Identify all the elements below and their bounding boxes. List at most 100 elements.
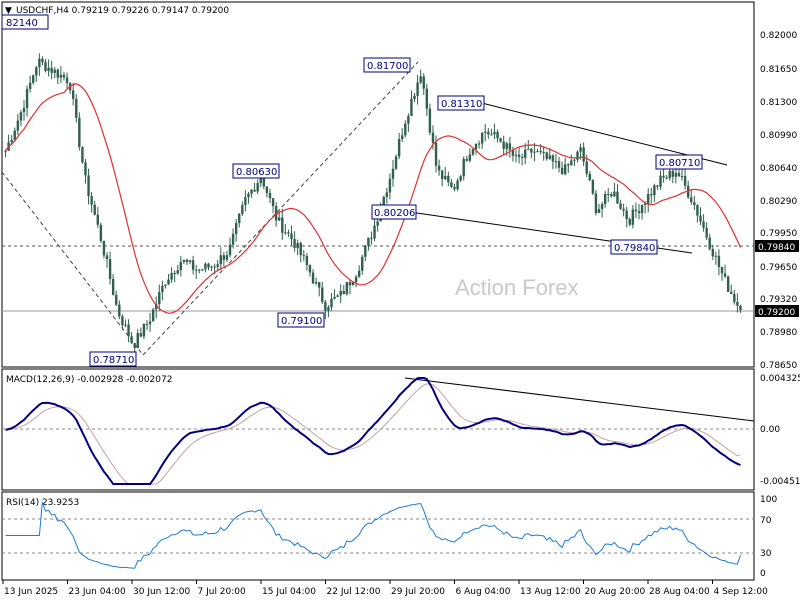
candle-body [167, 279, 170, 285]
label-78710: 0.78710 [89, 351, 137, 367]
candle-body [302, 255, 306, 257]
x-tick-label: 29 Jul 20:00 [391, 587, 445, 597]
candle-body [407, 116, 410, 124]
candle-body [447, 175, 450, 183]
candle-body [640, 204, 644, 214]
candle-body [686, 185, 690, 198]
candle-body [124, 324, 127, 326]
candle-body [158, 292, 161, 305]
candle-body [563, 164, 567, 175]
candle-body [397, 139, 401, 157]
candle-body [726, 276, 730, 292]
candle-body [520, 157, 524, 159]
label-79840: 0.79840 [610, 239, 658, 255]
candle-body [201, 269, 204, 271]
y-tick: 0.81650 [760, 65, 797, 75]
candle-body [207, 263, 210, 268]
candle-body [188, 260, 192, 263]
candle-body [219, 255, 222, 265]
candle-body [683, 176, 687, 186]
candle-body [108, 259, 112, 279]
channel-upper [469, 99, 728, 166]
x-tick-label: 23 Jun 04:00 [69, 587, 126, 597]
candle-body [401, 135, 404, 140]
candle-body [373, 225, 376, 239]
candle-body [557, 161, 561, 168]
x-tick-label: 6 Aug 04:00 [456, 587, 511, 597]
candle-body [579, 147, 582, 152]
candle-body [225, 255, 229, 260]
candle-body [16, 120, 20, 131]
y-tick: 0.79320 [760, 295, 797, 305]
candle-body [514, 154, 518, 156]
candle-body [643, 203, 647, 205]
candle-body [321, 287, 324, 302]
symbol-arrow[interactable]: ▼ [5, 6, 12, 16]
candle-body [671, 170, 675, 177]
candle-body [385, 192, 389, 197]
candle-body [739, 305, 742, 311]
y-tick: 0.80640 [760, 164, 797, 174]
candle-body [231, 233, 235, 245]
candle-body [524, 149, 527, 158]
candle-body [367, 237, 370, 246]
candle-body [305, 255, 309, 266]
main-panel-frame [1, 1, 755, 368]
candle-body [394, 156, 398, 169]
candle-body [410, 98, 413, 117]
price-tag-79200: 0.79200 [755, 305, 799, 318]
candle-body [419, 76, 422, 83]
candle-body [690, 197, 693, 203]
candle-body [327, 307, 330, 311]
candle-body [173, 272, 176, 274]
candle-body [628, 218, 631, 225]
candle-body [111, 278, 115, 295]
svg-text:82140: 82140 [6, 18, 38, 29]
candle-body [56, 69, 60, 78]
y-tick: 0.78650 [760, 361, 797, 371]
candle-body [62, 74, 66, 78]
candle-body [736, 301, 739, 306]
candle-body [241, 205, 244, 214]
candle-body [53, 69, 56, 73]
candle-body [22, 108, 26, 113]
candle-body [25, 88, 29, 109]
candle-body [71, 90, 75, 99]
candle-body [118, 304, 121, 317]
candle-body [216, 264, 219, 267]
candle-body [204, 263, 207, 270]
candle-body [115, 294, 118, 305]
candle-body [530, 148, 533, 153]
candle-body [244, 197, 247, 206]
candle-body [179, 261, 183, 271]
label-80630: 0.80630 [232, 163, 280, 179]
candle-body [588, 173, 591, 181]
candle-body [247, 193, 250, 198]
candle-body [182, 259, 186, 262]
candle-body [81, 147, 84, 163]
candle-body [668, 170, 671, 178]
candle-body [133, 343, 136, 349]
candle-body [102, 240, 106, 256]
candle-body [210, 266, 213, 268]
candle-body [274, 206, 278, 221]
candle-body [647, 194, 650, 204]
candle-body [462, 158, 465, 177]
candle-body [93, 204, 96, 215]
candle-body [465, 158, 468, 161]
candle-body [354, 276, 358, 283]
candle-body [50, 67, 53, 73]
candle-body [508, 143, 512, 150]
candle-body [376, 221, 379, 226]
candle-body [625, 210, 628, 219]
candle-body [90, 196, 93, 205]
candle-body [38, 58, 41, 68]
candle-body [413, 95, 416, 99]
candle-body [142, 323, 146, 337]
candle-body [597, 209, 601, 214]
candle-body [296, 242, 299, 249]
candle-body [733, 294, 736, 302]
candle-body [59, 74, 63, 78]
candle-body [696, 205, 699, 216]
candle-body [717, 255, 721, 267]
